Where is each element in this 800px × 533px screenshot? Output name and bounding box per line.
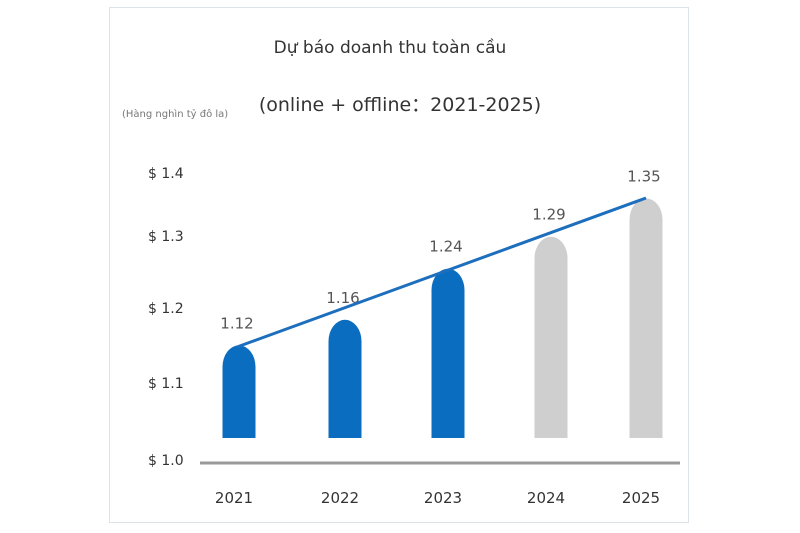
x-tick-label: 2024 [527, 489, 565, 507]
value-label: 1.16 [326, 289, 359, 307]
chart-title: Dự báo doanh thu toàn cầu [273, 38, 507, 58]
chart-frame [109, 7, 689, 523]
trend-line [236, 196, 647, 349]
bar-2024 [534, 236, 568, 438]
value-label: 1.12 [220, 314, 253, 332]
value-label: 1.24 [429, 238, 462, 256]
bar-2023 [431, 268, 465, 438]
y-axis-label: (Hàng nghìn tỷ đô la) [122, 109, 229, 120]
y-tick-label: $ 1.4 [148, 166, 184, 182]
y-tick-label: $ 1.2 [148, 301, 184, 317]
value-label: 1.35 [627, 167, 660, 185]
bar-2021 [222, 345, 256, 438]
x-tick-label: 2025 [622, 489, 660, 507]
x-tick-label: 2021 [215, 489, 253, 507]
y-tick-label: $ 1.3 [148, 229, 184, 245]
x-tick-label: 2022 [321, 489, 359, 507]
x-tick-label: 2023 [424, 489, 462, 507]
value-label: 1.29 [532, 206, 565, 224]
bar-2022 [328, 319, 362, 438]
y-tick-label: $ 1.1 [148, 376, 184, 392]
y-tick-label: $ 1.0 [148, 453, 184, 469]
chart-subtitle: (online + offline：2021-2025) [258, 94, 542, 116]
bar-2025 [629, 198, 663, 438]
